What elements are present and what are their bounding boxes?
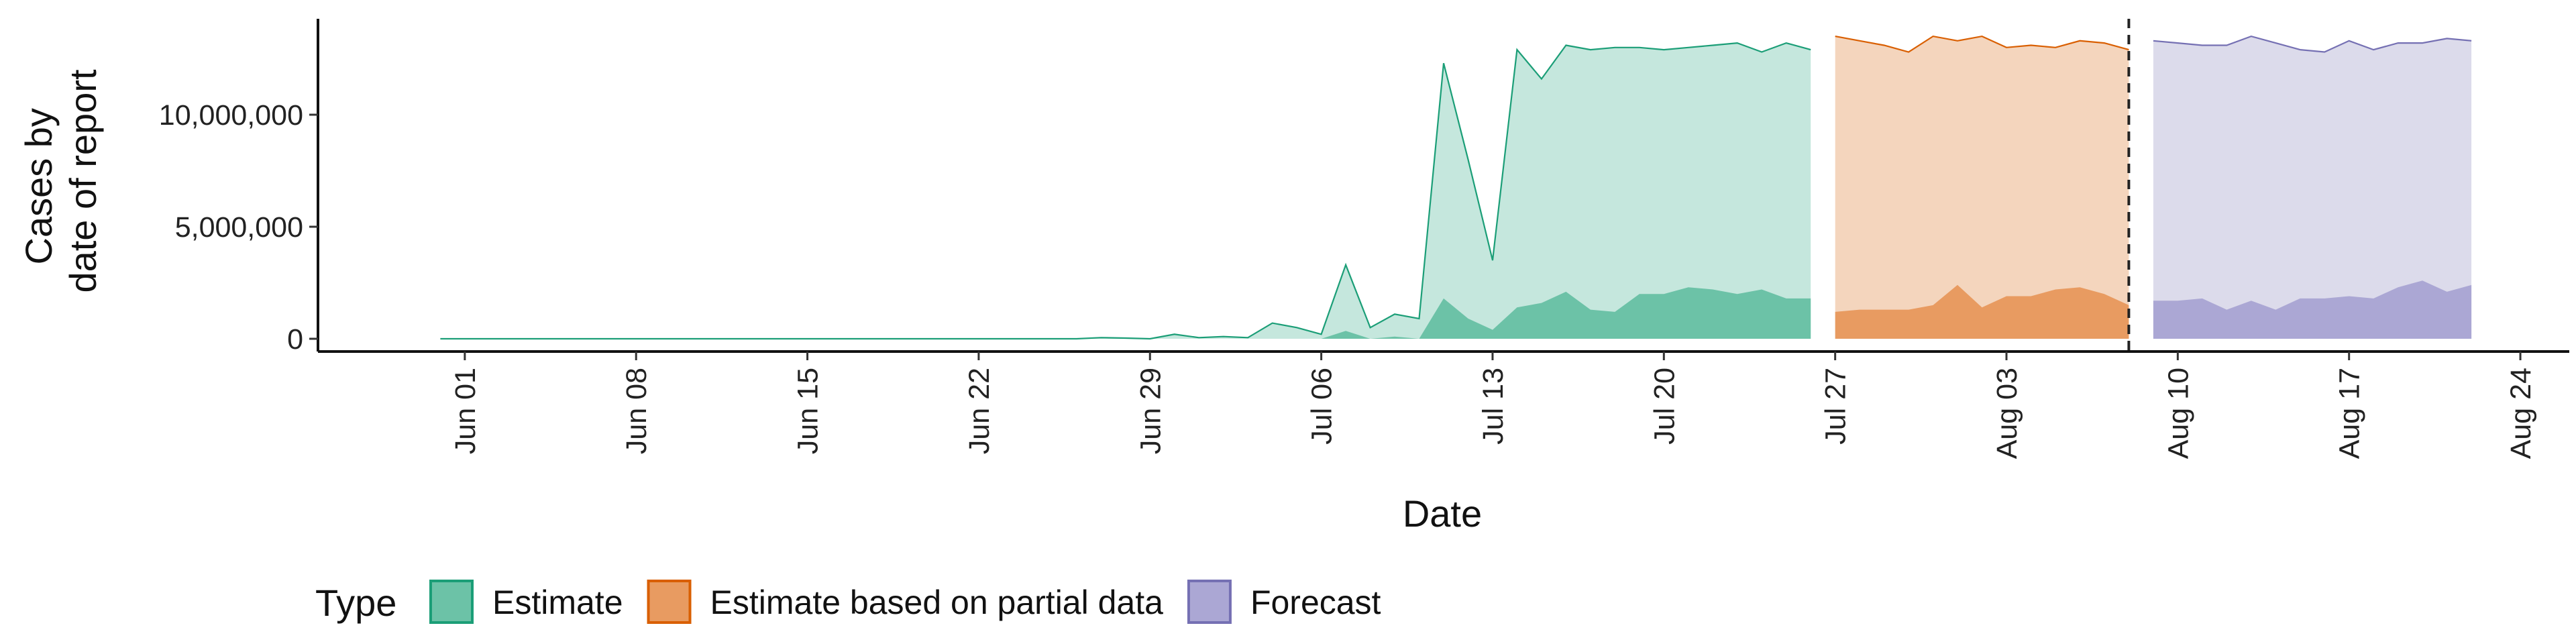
x-tick-label: Jun 01 — [449, 368, 482, 454]
series-2-lower-area — [2153, 280, 2472, 339]
y-axis-ticks: 0 5,000,000 10,000,000 — [159, 99, 318, 356]
legend-key-label: Estimate based on partial data — [710, 584, 1164, 621]
legend-key-swatch — [647, 580, 692, 624]
x-tick-label: Aug 24 — [2505, 368, 2537, 459]
series-1-upper-ribbon — [1835, 36, 2129, 339]
x-tick-label: Aug 03 — [1991, 368, 2023, 459]
y-tick-label: 5,000,000 — [175, 211, 303, 244]
x-axis: Jun 01 Jun 08 Jun 15 Jun 22 Jun 29 Jul 06 Jul … — [318, 350, 2569, 459]
x-tick-label: Aug 17 — [2334, 368, 2366, 459]
x-tick-label: Jun 15 — [792, 368, 824, 454]
y-axis-title-line-1: Cases by — [17, 108, 60, 264]
x-axis-title: Date — [1403, 492, 1482, 535]
y-axis-title-line-2: date of report — [62, 69, 104, 293]
uncertainty-ribbons — [440, 35, 2472, 340]
legend-key-swatch — [429, 580, 474, 624]
series-2-upper-ribbon — [2153, 36, 2472, 339]
series-1-upper-line — [1835, 35, 2129, 53]
x-tick-label: Aug 10 — [2162, 368, 2194, 459]
y-axis-title: Cases by date of report — [17, 69, 104, 293]
series-1-lower-area — [1835, 284, 2129, 339]
legend-keys: Estimate Estimate based on partial data Fo… — [429, 580, 1381, 624]
x-tick-label: Jul 20 — [1648, 368, 1680, 445]
plot-area — [440, 19, 2472, 352]
series-2-upper-line — [2153, 35, 2472, 53]
x-tick-label: Jul 06 — [1306, 368, 1338, 445]
estimate-areas — [440, 280, 2472, 339]
series-0-upper-line — [440, 42, 1811, 340]
x-tick-label: Jun 08 — [621, 368, 653, 454]
series-0-upper-ribbon — [440, 43, 1811, 339]
x-tick-label: Jun 29 — [1134, 368, 1167, 454]
x-tick-label: Jun 22 — [963, 368, 996, 454]
y-tick-label: 0 — [287, 323, 303, 356]
legend-key-label: Estimate — [492, 584, 623, 621]
x-axis-ticks: Jun 01 Jun 08 Jun 15 Jun 22 Jun 29 Jul 06 Jul … — [449, 352, 2537, 459]
legend-key-label: Forecast — [1250, 584, 1381, 621]
series-0-lower-area — [440, 287, 1811, 339]
legend-title: Type — [315, 582, 396, 624]
legend-key-swatch — [1187, 580, 1232, 624]
y-axis: 0 5,000,000 10,000,000 — [159, 19, 319, 356]
legend: Type Estimate Estimate based on partial d… — [315, 580, 1381, 624]
x-tick-label: Jul 27 — [1820, 368, 1852, 445]
y-tick-label: 10,000,000 — [159, 99, 303, 131]
x-tick-label: Jul 13 — [1477, 368, 1509, 445]
